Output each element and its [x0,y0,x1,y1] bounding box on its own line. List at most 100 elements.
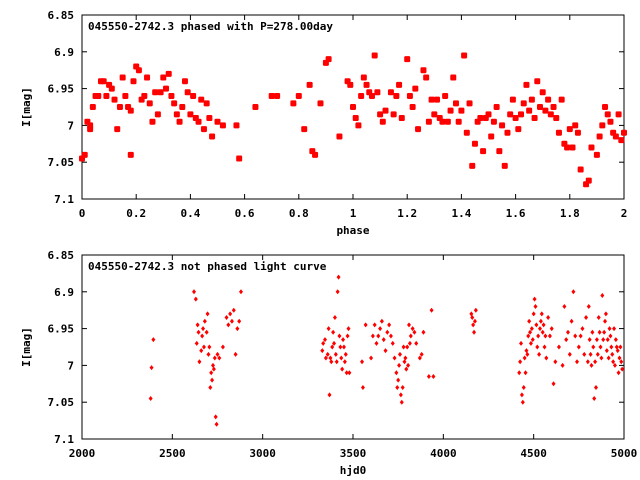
data-point [168,92,175,99]
data-point [160,74,167,81]
x-tick-label: 0.6 [235,207,255,220]
data-point [540,329,545,335]
data-point [558,96,565,103]
data-point [560,362,565,368]
data-point [336,133,343,140]
data-point [602,329,607,335]
data-point [582,351,587,357]
data-point [589,362,594,368]
data-point [528,340,533,346]
data-point [195,322,200,328]
data-point [341,337,346,343]
data-point [396,81,403,88]
data-point [562,304,567,310]
data-point [306,81,313,88]
data-point [146,100,153,107]
data-point [553,359,558,365]
data-point [387,322,392,328]
data-point [536,104,543,110]
x-axis-ticks: 2000 2500 3000 3500 4000 4500 5000 [69,255,638,460]
data-point [588,351,593,357]
data-point [599,355,604,361]
data-point [488,133,495,140]
data-point [238,289,243,295]
data-point [535,344,540,350]
data-point [520,100,527,107]
data-point [336,274,341,280]
data-point [414,340,419,346]
data-point [195,118,202,125]
data-point [233,122,240,129]
data-point [388,333,393,339]
data-point [596,315,601,321]
x-tick-label: 1.6 [506,207,526,220]
data-point [533,304,538,310]
data-point [252,104,259,110]
data-point [617,355,622,361]
y-tick-label: 7 [67,359,74,372]
y-tick-label: 7.1 [54,433,74,446]
data-point [135,67,142,74]
data-point [601,337,606,343]
data-point [507,111,514,118]
data-point [428,96,435,103]
data-point [233,351,238,357]
data-point [111,96,118,103]
data-point [538,318,543,324]
data-point [423,74,430,81]
data-point [573,333,578,339]
y-tick-label: 7.05 [48,156,75,169]
data-point [469,311,474,317]
data-point [320,348,325,354]
data-point [192,289,197,295]
data-point [176,118,183,125]
data-point [564,337,569,343]
data-point [231,307,236,313]
data-point [431,373,436,379]
data-point [586,304,591,310]
data-point [580,326,585,332]
data-point [458,107,465,114]
data-point [339,355,344,361]
data-point [226,322,231,328]
data-point [517,370,522,376]
data-point [393,92,400,99]
data-point [602,104,609,110]
data-point [615,111,622,118]
data-point [598,344,603,350]
data-point [521,384,526,390]
y-tick-label: 7 [67,119,74,132]
data-point [363,81,370,88]
data-point [499,122,506,129]
data-point [374,89,381,96]
x-tick-label: 0 [79,207,86,220]
data-point [461,52,468,59]
data-point [512,115,519,122]
data-point [377,111,384,118]
data-point [442,92,449,99]
data-point [612,133,619,140]
data-point [590,329,595,335]
data-point [397,362,402,368]
data-point [547,333,552,339]
data-point [274,92,281,99]
data-point [600,292,605,298]
data-point [515,126,522,133]
x-tick-label: 5000 [611,447,638,460]
data-point [198,96,205,103]
data-point [569,318,574,324]
x-tick-label: 0.4 [180,207,200,220]
data-point [190,92,197,99]
data-point [328,355,333,361]
data-point [379,318,384,324]
data-point [603,318,608,324]
data-point [197,359,202,365]
y-tick-label: 6.95 [48,323,75,336]
y-tick-label: 7.05 [48,396,75,409]
data-point [501,162,508,169]
data-point [618,137,625,144]
data-point [130,78,137,85]
data-point [327,392,332,398]
data-point [470,315,475,321]
data-point [612,362,617,368]
